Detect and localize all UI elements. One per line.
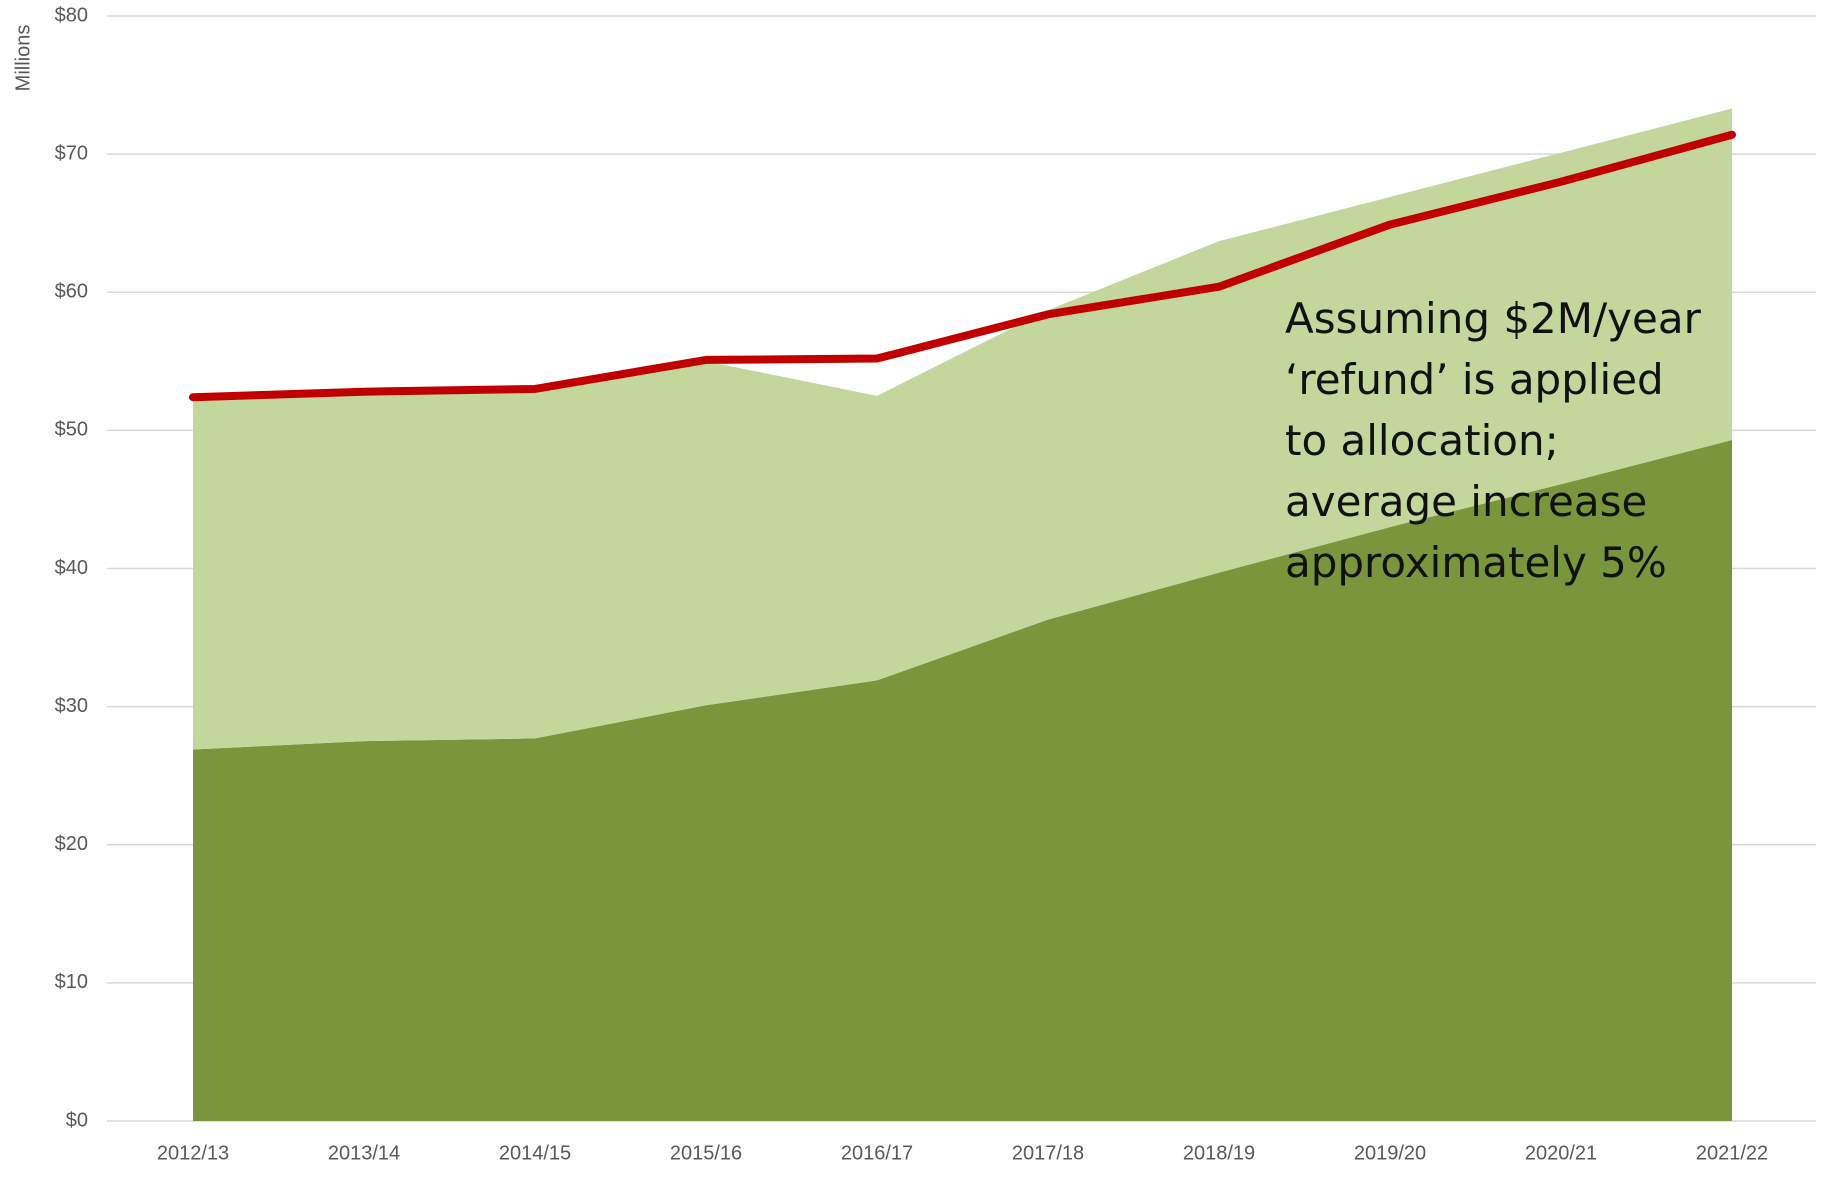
x-tick-label: 2017/18 [1012, 1142, 1084, 1164]
y-tick-label: $0 [66, 1109, 88, 1131]
x-tick-label: 2012/13 [157, 1142, 229, 1164]
y-tick-label: $80 [55, 4, 88, 26]
y-axis-label: Millions [12, 25, 34, 92]
y-tick-label: $70 [55, 142, 88, 164]
x-tick-label: 2015/16 [670, 1142, 742, 1164]
x-tick-label: 2014/15 [499, 1142, 571, 1164]
area [193, 108, 1732, 750]
area [193, 440, 1732, 1121]
y-tick-label: $40 [55, 557, 88, 579]
y-tick-label: $10 [55, 971, 88, 993]
annotation: approximately 5% [1285, 538, 1667, 587]
annotation: average increase [1285, 477, 1647, 526]
y-tick-label: $60 [55, 281, 88, 303]
y-tick-label: $50 [55, 419, 88, 441]
annotation: ‘refund’ is applied [1285, 355, 1664, 404]
annotation: Assuming $2M/year [1285, 294, 1702, 343]
y-tick-label: $20 [55, 833, 88, 855]
x-tick-label: 2013/14 [328, 1142, 400, 1164]
x-tick-label: 2018/19 [1183, 1142, 1255, 1164]
line [189, 130, 1736, 402]
x-tick-label: 2021/22 [1696, 1142, 1768, 1164]
y-tick-label: $30 [55, 695, 88, 717]
x-tick-label: 2019/20 [1354, 1142, 1426, 1164]
x-tick-label: 2020/21 [1525, 1142, 1597, 1164]
annotation: to allocation; [1285, 416, 1559, 465]
x-tick-label: 2016/17 [841, 1142, 913, 1164]
